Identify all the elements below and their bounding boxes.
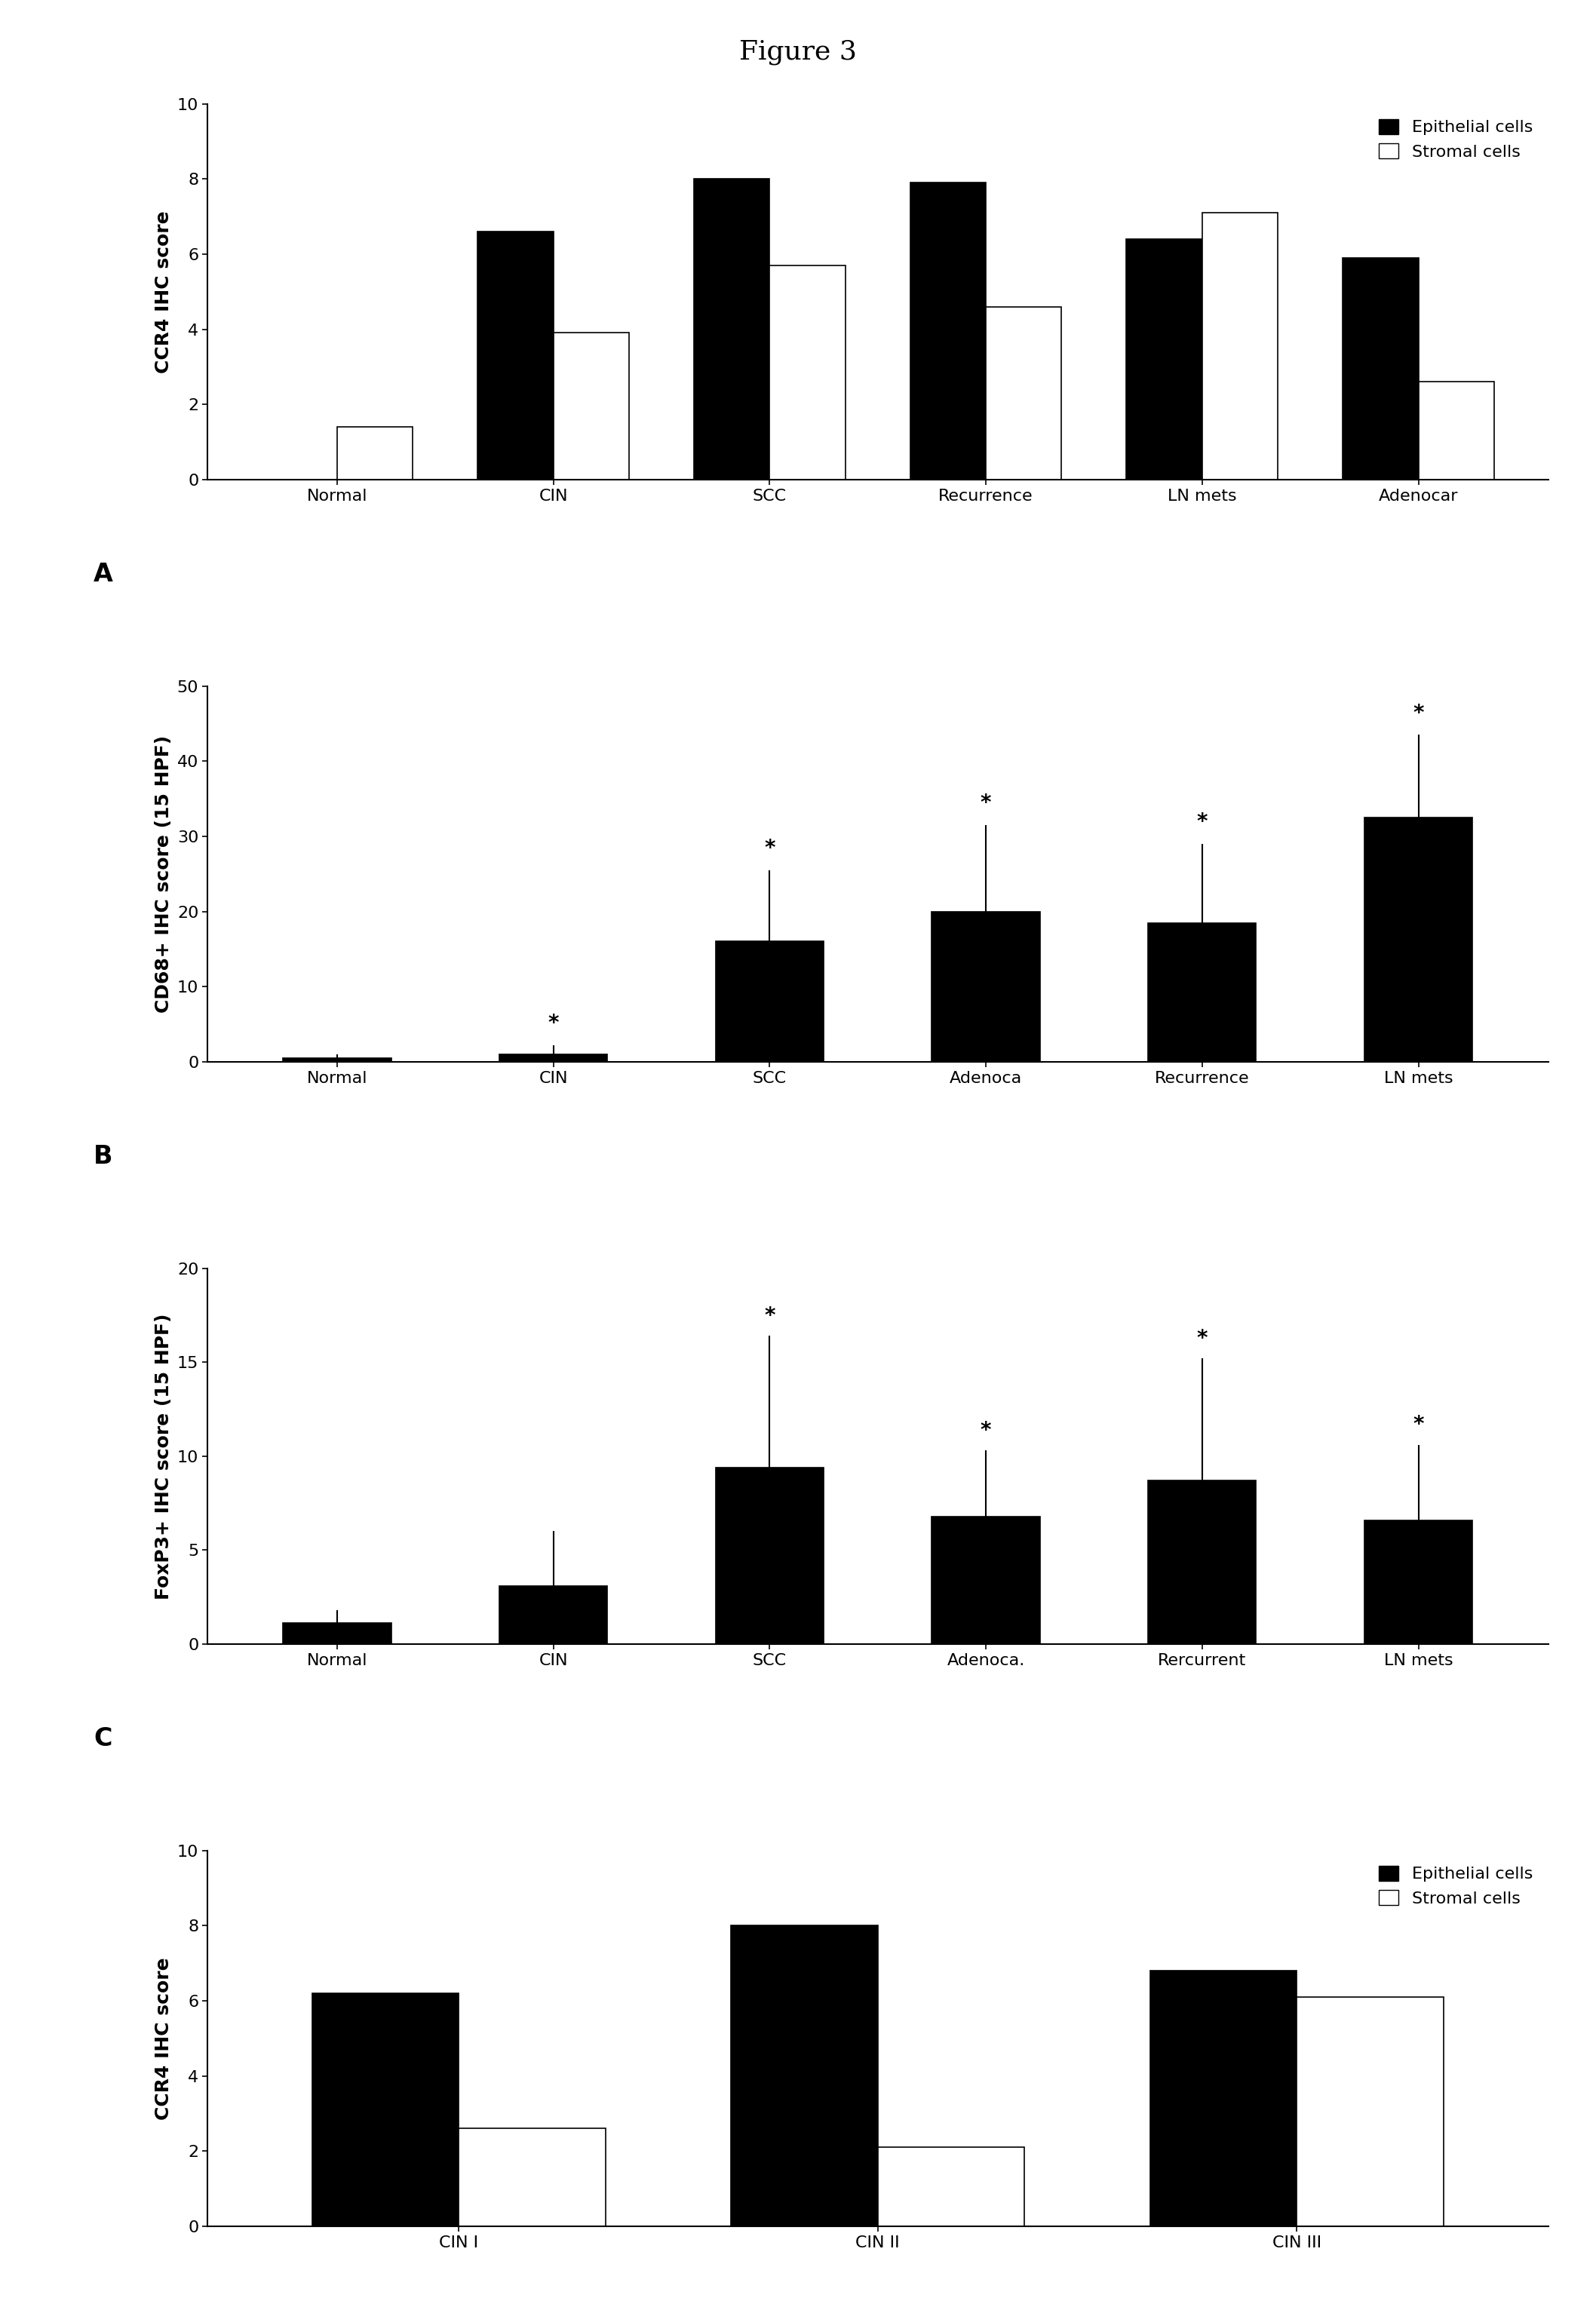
Text: *: *	[980, 1421, 991, 1442]
Bar	[878, 2148, 1025, 2226]
Bar	[769, 265, 846, 480]
Bar	[1365, 1520, 1473, 1645]
Bar	[500, 1585, 608, 1645]
Text: *: *	[764, 1306, 776, 1327]
Y-axis label: CD68+ IHC score (15 HPF): CD68+ IHC score (15 HPF)	[155, 736, 172, 1013]
Bar	[1127, 240, 1202, 480]
Text: *: *	[1412, 704, 1424, 724]
Bar	[1296, 1998, 1443, 2226]
Bar	[1151, 1970, 1296, 2226]
Legend: Epithelial cells, Stromal cells: Epithelial cells, Stromal cells	[1373, 113, 1540, 166]
Bar	[910, 182, 986, 480]
Bar	[477, 231, 554, 480]
Bar	[731, 1926, 878, 2226]
Bar	[337, 427, 413, 480]
Text: *: *	[764, 837, 776, 858]
Text: *: *	[1197, 1329, 1208, 1350]
Y-axis label: FoxP3+ IHC score (15 HPF): FoxP3+ IHC score (15 HPF)	[155, 1313, 172, 1599]
Bar	[313, 1993, 460, 2226]
Bar	[932, 911, 1041, 1061]
Bar	[986, 307, 1061, 480]
Legend: Epithelial cells, Stromal cells: Epithelial cells, Stromal cells	[1373, 1859, 1540, 1913]
Bar	[694, 180, 769, 480]
Text: Figure 3: Figure 3	[739, 39, 857, 65]
Text: *: *	[1197, 812, 1208, 833]
Bar	[554, 332, 629, 480]
Bar	[1365, 817, 1473, 1061]
Bar	[715, 1467, 824, 1645]
Bar	[1342, 258, 1419, 480]
Bar	[500, 1054, 608, 1061]
Bar	[1148, 1481, 1256, 1645]
Bar	[282, 1624, 391, 1645]
Bar	[282, 1059, 391, 1061]
Y-axis label: CCR4 IHC score: CCR4 IHC score	[155, 210, 172, 374]
Text: *: *	[1412, 1414, 1424, 1435]
Bar	[1202, 212, 1278, 480]
Y-axis label: CCR4 IHC score: CCR4 IHC score	[155, 1956, 172, 2120]
Text: *: *	[980, 794, 991, 814]
Text: *: *	[547, 1013, 559, 1034]
Text: A: A	[94, 563, 113, 586]
Bar	[715, 941, 824, 1061]
Text: C: C	[94, 1726, 112, 1751]
Bar	[1419, 381, 1494, 480]
Bar	[1148, 923, 1256, 1061]
Bar	[932, 1516, 1041, 1645]
Bar	[460, 2129, 605, 2226]
Text: B: B	[94, 1144, 113, 1170]
